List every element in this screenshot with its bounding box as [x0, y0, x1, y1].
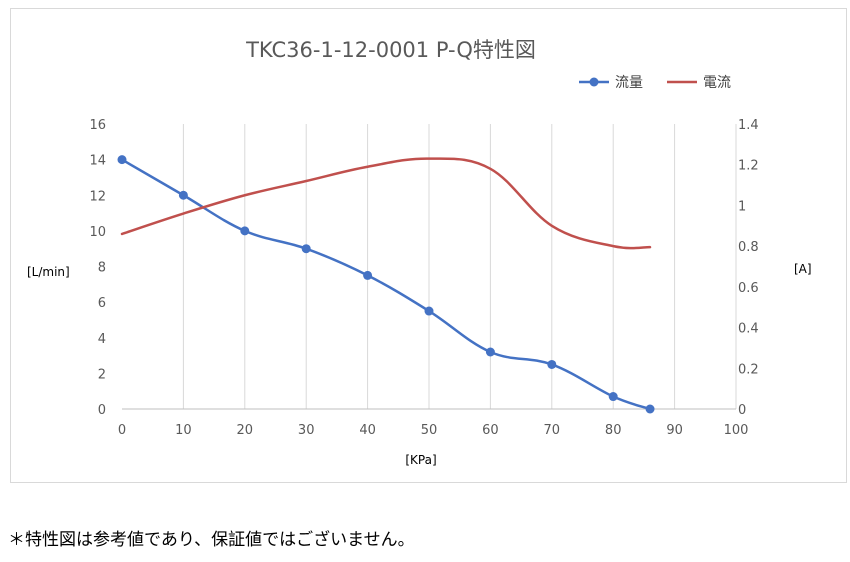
data-point-flow [547, 359, 557, 369]
y-tick-label-right: 1.4 [738, 118, 759, 133]
data-point-flow [363, 270, 373, 280]
x-axis-label: [KPa] [405, 453, 436, 467]
data-point-flow [485, 347, 495, 357]
y-axis-label-right: [A] [794, 262, 812, 276]
chart-frame: TKC36-1-12-0001 P-Q特性図 流量 電流 [L/min] [A]… [10, 8, 847, 483]
y-tick-label-left: 16 [89, 118, 106, 133]
y-tick-label-right: 0 [738, 403, 746, 418]
y-tick-label-left: 2 [98, 367, 106, 382]
x-tick-label: 50 [421, 423, 438, 438]
y-tick-label-right: 0.2 [738, 362, 759, 377]
y-tick-label-left: 12 [89, 189, 106, 204]
axis-layer: 0 10 20 30 40 50 60 70 80 90 100 0 2 4 6 8 10 12 14 16 0 0.2 0… [89, 118, 758, 438]
data-point-flow [301, 244, 311, 254]
series-layer [117, 155, 655, 414]
legend: 流量 電流 [579, 75, 731, 91]
y-tick-label-left: 4 [98, 332, 106, 347]
legend-label-current: 電流 [703, 75, 731, 91]
chart-title: TKC36-1-12-0001 P-Q特性図 [245, 38, 536, 62]
y-tick-label-left: 0 [98, 403, 106, 418]
x-tick-label: 0 [118, 423, 126, 438]
x-tick-label: 30 [298, 423, 315, 438]
data-point-flow [608, 392, 618, 402]
y-tick-label-left: 8 [98, 261, 106, 276]
legend-marker-flow [589, 77, 599, 87]
data-point-flow [424, 306, 434, 316]
x-tick-label: 100 [724, 423, 749, 438]
y-axis-label-left: [L/min] [27, 265, 70, 279]
data-point-flow [117, 155, 127, 165]
x-tick-label: 40 [359, 423, 376, 438]
y-tick-label-right: 0.6 [738, 281, 759, 296]
data-point-flow [178, 190, 188, 200]
x-tick-label: 20 [237, 423, 254, 438]
x-tick-label: 70 [544, 423, 561, 438]
series-line-flow [120, 158, 652, 411]
data-point-flow [645, 404, 655, 414]
y-tick-label-right: 0.4 [738, 322, 759, 337]
x-tick-label: 80 [605, 423, 622, 438]
legend-label-flow: 流量 [615, 75, 643, 91]
series-line-current [120, 157, 652, 250]
x-tick-label: 90 [666, 423, 683, 438]
footnote: ＊特性図は参考値であり、保証値ではございません。 [8, 530, 415, 550]
chart-svg: TKC36-1-12-0001 P-Q特性図 流量 電流 [L/min] [A]… [27, 38, 812, 467]
y-tick-label-left: 14 [89, 154, 106, 169]
y-tick-label-left: 6 [98, 296, 106, 311]
x-tick-label: 10 [175, 423, 192, 438]
y-tick-label-left: 10 [89, 225, 106, 240]
x-tick-label: 60 [482, 423, 499, 438]
y-tick-label-right: 1.2 [738, 159, 759, 174]
y-tick-label-right: 0.8 [738, 240, 759, 255]
grid-layer [182, 124, 737, 409]
data-point-flow [240, 226, 250, 236]
y-tick-label-right: 1 [738, 199, 746, 214]
